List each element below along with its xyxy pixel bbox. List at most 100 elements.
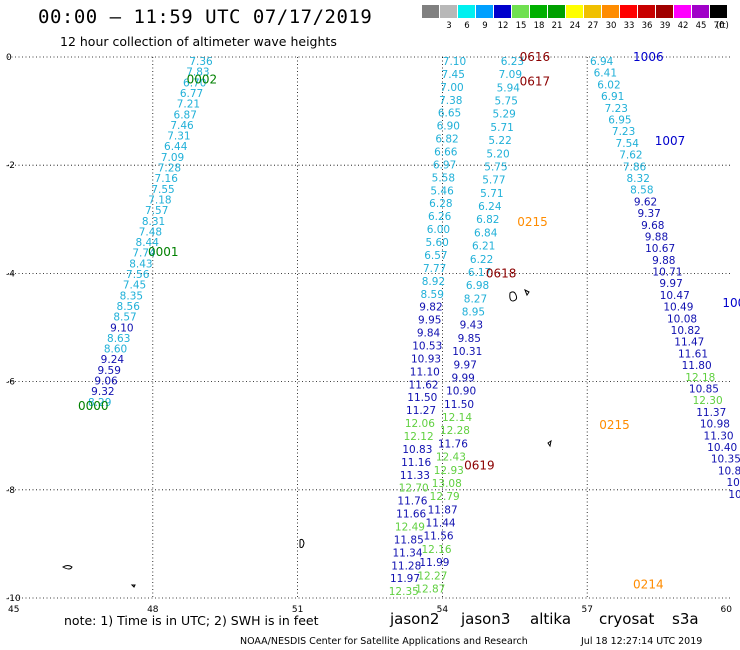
color-scale-swatch (584, 5, 602, 18)
swh-value: 6.70 (183, 77, 206, 89)
track-label: 0215 (517, 215, 548, 229)
swh-value: 10.49 (663, 302, 693, 314)
swh-value: 8.95 (462, 307, 485, 319)
track-label: 0617 (520, 74, 551, 88)
color-scale-swatch (620, 5, 638, 18)
swh-value: 6.65 (438, 108, 461, 120)
track-label: 0002 (187, 73, 218, 87)
color-scale-swatch (566, 5, 584, 18)
swh-value: 8.31 (142, 216, 165, 228)
swh-value: 11.33 (400, 470, 430, 482)
swh-value: 10.8 (718, 465, 740, 477)
swh-value: 9.37 (637, 208, 660, 220)
swh-value: 6.97 (433, 159, 456, 171)
swh-value: 7.21 (177, 99, 200, 111)
lat-tick-label: -6 (6, 378, 15, 388)
swh-value: 5.20 (486, 148, 509, 160)
lat-tick-label: -8 (6, 486, 15, 496)
swh-value: 10.35 (711, 454, 740, 466)
island-outline (299, 538, 305, 548)
swh-value: 7.28 (158, 163, 181, 175)
swh-value: 9.62 (634, 196, 657, 208)
swh-value: 9.97 (454, 359, 477, 371)
swh-value: 6.95 (608, 114, 631, 126)
color-scale-swatch (638, 5, 656, 18)
track-label: 0618 (486, 266, 517, 280)
color-scale-label: 45 (695, 21, 707, 31)
lon-tick-label: 48 (147, 605, 159, 615)
swh-value: 6.21 (472, 241, 495, 253)
swh-value: 6.26 (428, 211, 452, 223)
swh-value: 8.29 (88, 397, 111, 409)
color-scale-label: 30 (605, 21, 617, 31)
swh-value: 7.09 (499, 69, 522, 81)
color-scale-swatch (476, 5, 494, 18)
swh-value: 5.75 (484, 161, 507, 173)
swh-value: 7.54 (616, 138, 640, 150)
swh-value: 12.16 (421, 544, 451, 556)
swh-value: 5.71 (480, 188, 503, 200)
swh-value: 12.27 (417, 570, 447, 582)
swh-value: 10.82 (671, 325, 701, 337)
swh-value: 8.32 (627, 173, 650, 185)
swh-value: 7.36 (189, 56, 213, 68)
swh-value: 6.23 (501, 56, 524, 68)
track-label: 100 (722, 296, 740, 310)
color-scale-label: 3 (446, 21, 452, 31)
swh-value: 7.57 (145, 205, 168, 217)
swh-value: 7.86 (623, 161, 647, 173)
track-label: 0616 (520, 50, 551, 64)
swh-value: 7.23 (605, 103, 628, 115)
swh-value: 12.06 (405, 418, 435, 430)
swh-value: 6.41 (594, 68, 617, 80)
color-scale-swatch (440, 5, 458, 18)
color-scale-label: 27 (587, 21, 599, 31)
swh-value: 11.50 (444, 399, 474, 411)
swh-value: 12.28 (440, 425, 470, 437)
swh-value: 5.75 (495, 96, 518, 108)
color-scale-label: 12 (497, 21, 509, 31)
swh-value: 8.92 (422, 276, 445, 288)
swh-value: 6.57 (424, 250, 447, 262)
swh-value: 11.30 (704, 430, 734, 442)
swh-value: 9.84 (417, 328, 441, 340)
swh-value: 9.06 (94, 376, 118, 388)
swh-value: 10.93 (411, 353, 441, 365)
island-outline (62, 565, 73, 570)
lon-tick-label: 51 (292, 605, 303, 615)
swh-value: 7.18 (148, 194, 171, 206)
swh-value: 11.16 (401, 457, 431, 469)
swh-value: 12.43 (436, 452, 466, 464)
lat-tick-label: -4 (6, 269, 15, 279)
swh-value: 10 (728, 489, 740, 501)
swh-value: 7.09 (161, 152, 184, 164)
swh-value: 9.95 (418, 315, 441, 327)
swh-value: 11.28 (391, 560, 421, 572)
swh-value: 11.34 (392, 547, 422, 559)
swh-value: 12.49 (395, 522, 425, 534)
color-scale-label: 18 (533, 21, 545, 31)
swh-value: 11.99 (419, 557, 449, 569)
swh-value: 8.56 (117, 301, 141, 313)
color-scale-label: 15 (515, 21, 527, 31)
track-label: 0214 (633, 577, 664, 591)
swh-value: 10.85 (689, 384, 719, 396)
lat-tick-label: -10 (6, 594, 21, 604)
color-scale-label: 36 (641, 21, 653, 31)
swh-value: 5.94 (497, 82, 521, 94)
color-scale-label: 24 (569, 21, 581, 31)
swh-value: 12.87 (415, 583, 445, 595)
color-scale-label: 39 (659, 21, 671, 31)
swh-value: 6.66 (434, 147, 458, 159)
swh-value: 6.94 (590, 56, 614, 68)
swh-value: 9.32 (91, 386, 114, 398)
color-scale-label: 33 (623, 21, 635, 31)
lon-tick-label: 60 (721, 605, 733, 615)
swh-value: 10.98 (700, 419, 730, 431)
lon-tick-label: 57 (581, 605, 592, 615)
swh-value: 7.56 (126, 269, 150, 281)
color-scale-swatch (530, 5, 548, 18)
swh-value: 5.46 (430, 185, 454, 197)
swh-value: 9.82 (419, 302, 442, 314)
